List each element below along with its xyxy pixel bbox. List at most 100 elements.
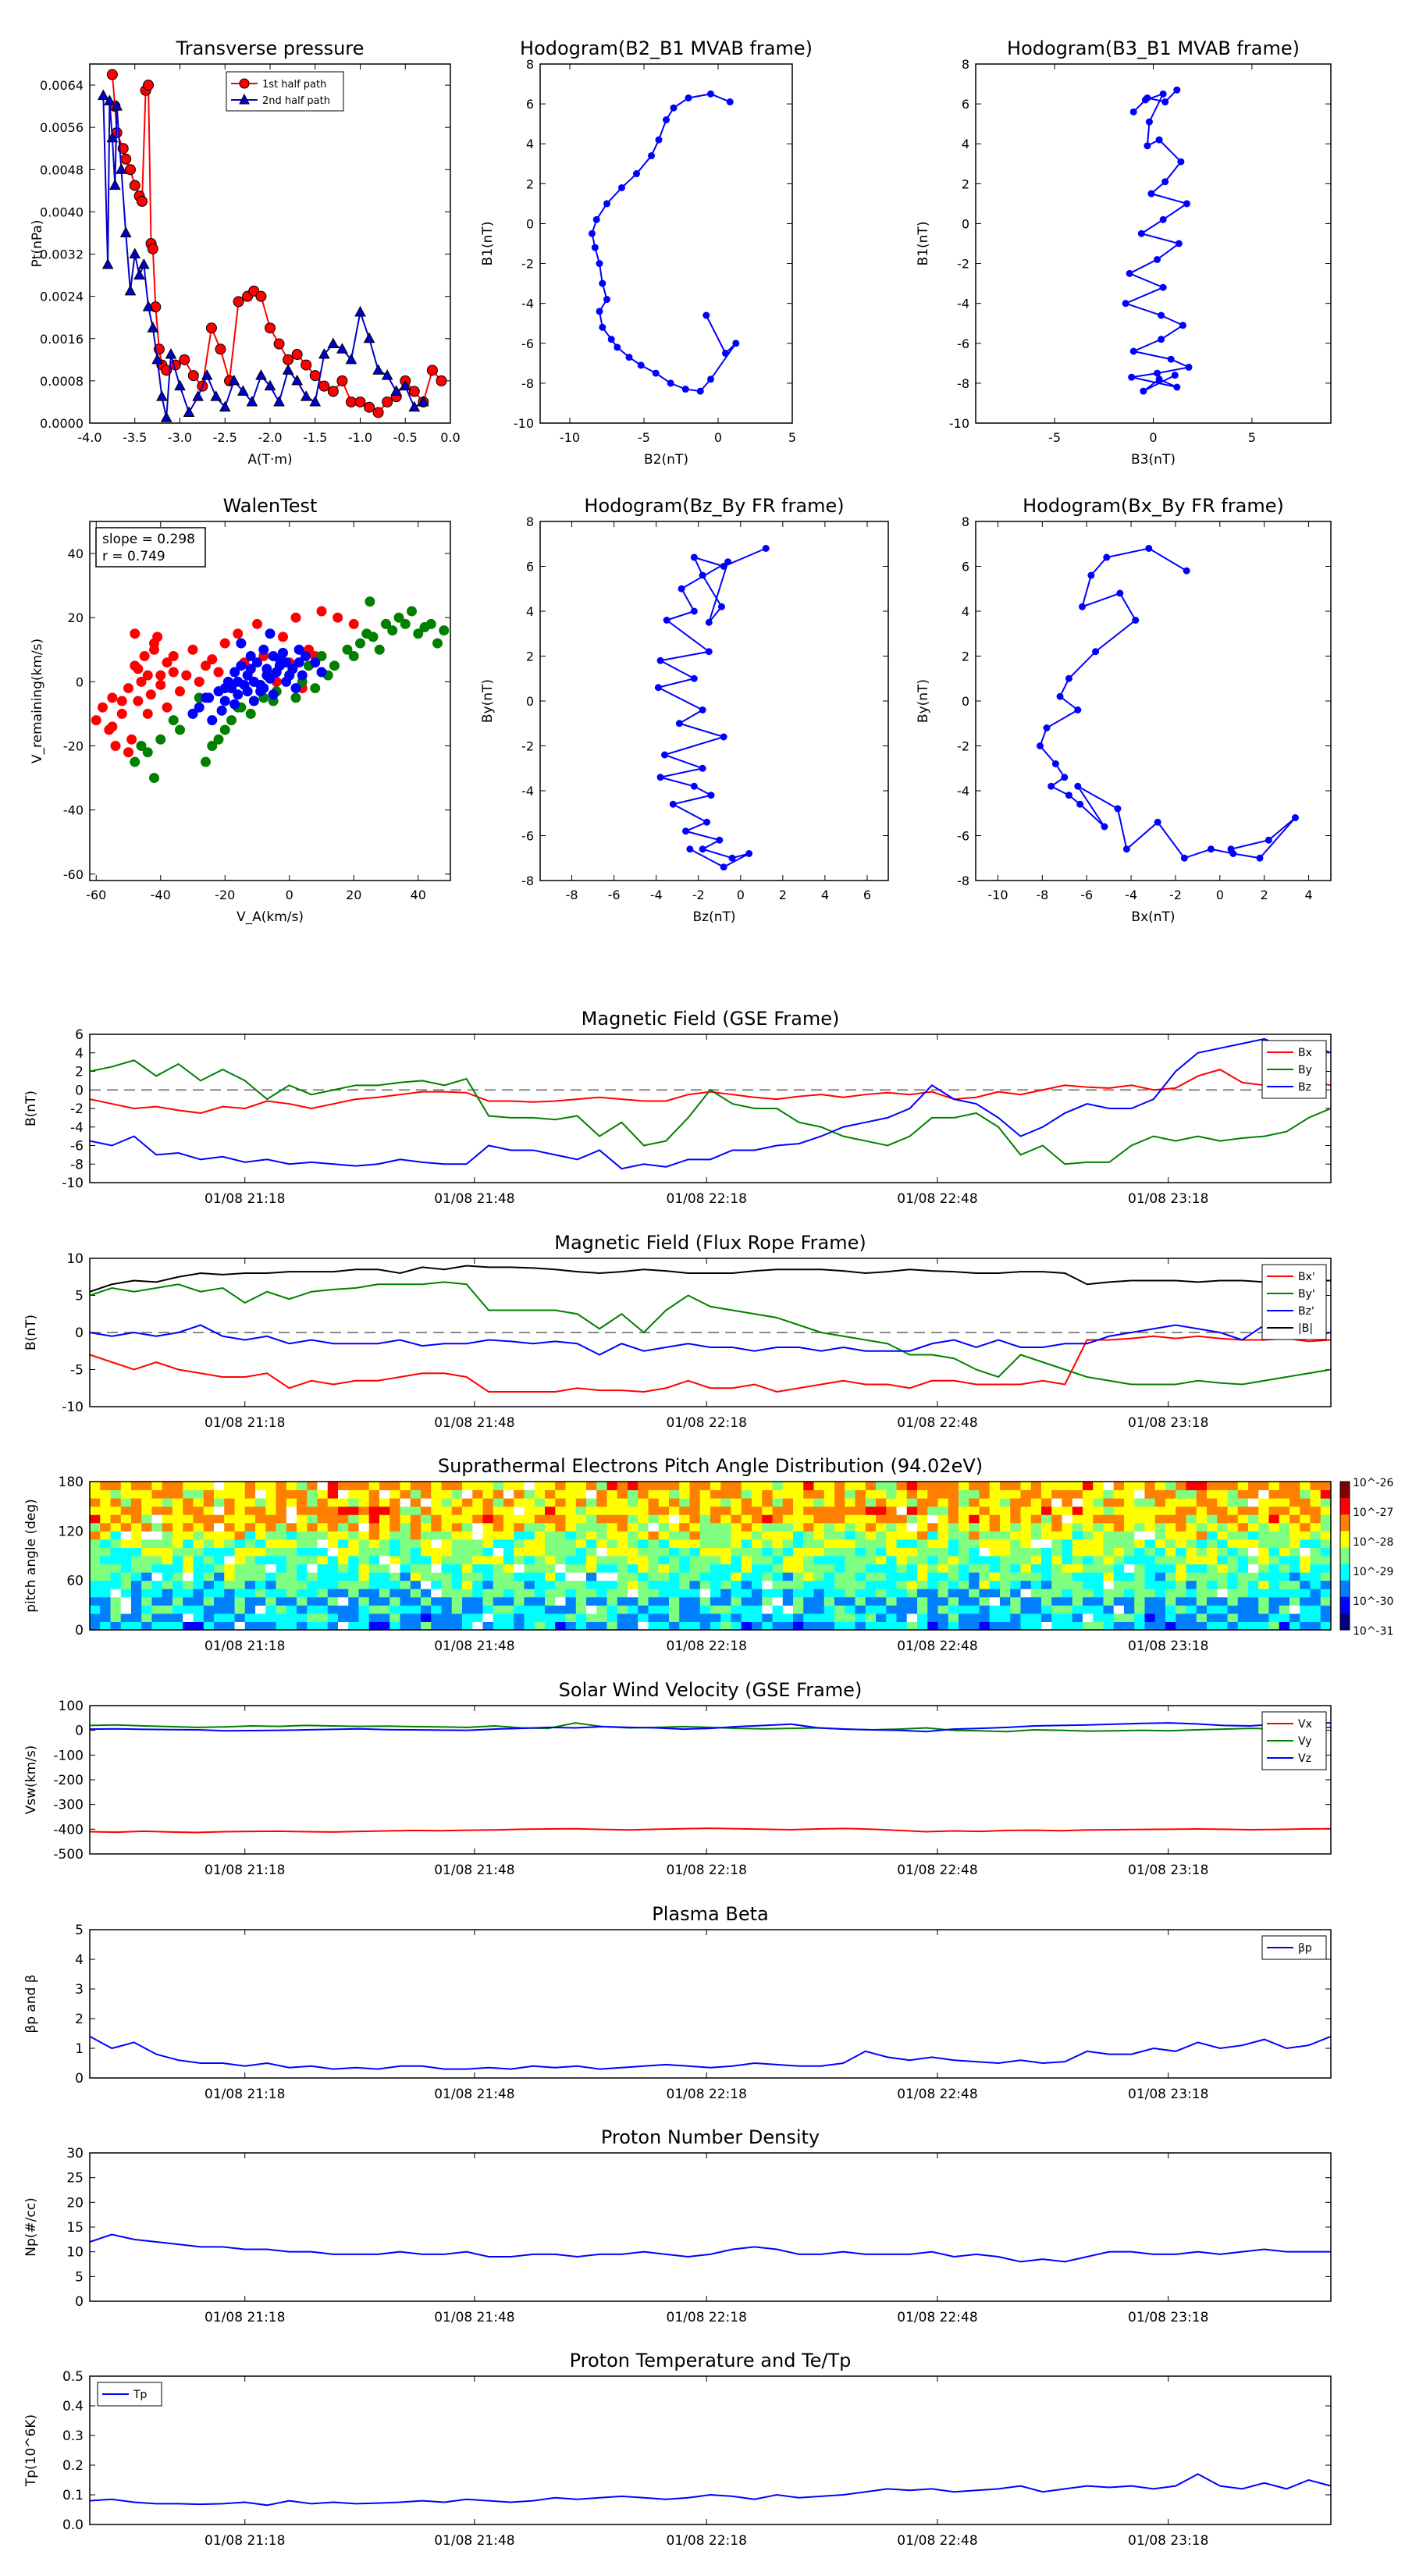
pad-cell xyxy=(162,1539,173,1548)
pad-cell xyxy=(699,1547,711,1557)
pad-cell xyxy=(1030,1531,1042,1540)
pad-cell xyxy=(720,1547,731,1557)
pad-cell xyxy=(162,1605,173,1614)
pad-cell xyxy=(741,1482,752,1491)
pad-cell xyxy=(813,1589,825,1598)
pad-cell xyxy=(338,1539,349,1548)
pad-cell xyxy=(876,1489,887,1499)
temp-ytick-label: 0.2 xyxy=(62,2458,84,2474)
temp-series-Tp xyxy=(89,2473,1332,2507)
pad-cell xyxy=(937,1522,949,1532)
pad-cell xyxy=(1072,1531,1083,1540)
pad-cell xyxy=(338,1522,349,1532)
pad-cell xyxy=(203,1596,215,1606)
h3-ytick-label: 4 xyxy=(526,604,534,619)
pad-cell xyxy=(710,1506,721,1515)
pad-cell xyxy=(1258,1596,1269,1606)
pad-cell xyxy=(823,1572,835,1582)
pad-cell xyxy=(617,1572,628,1582)
pad-cell xyxy=(886,1596,897,1606)
pad-cell xyxy=(959,1580,969,1589)
pad-cell xyxy=(1320,1605,1332,1614)
temp-time-label: 01/08 22:18 xyxy=(667,2533,747,2549)
pad-cell xyxy=(1134,1522,1145,1532)
mag_gse-series-Bz xyxy=(89,1037,1332,1170)
pad-cell xyxy=(1248,1547,1259,1557)
h1-point xyxy=(732,340,740,347)
pad-cell xyxy=(628,1564,638,1573)
walen-point-blue xyxy=(236,660,247,671)
pad-cell xyxy=(1041,1589,1052,1598)
pad-cell xyxy=(173,1572,183,1582)
pad-cell xyxy=(276,1514,287,1524)
pad-cell xyxy=(421,1613,432,1622)
pad-cell xyxy=(410,1621,422,1631)
pad-cell xyxy=(110,1556,122,1565)
pad-cell xyxy=(752,1539,763,1548)
pad-cell xyxy=(906,1596,918,1606)
pad-cell xyxy=(524,1482,535,1491)
pad-cell xyxy=(1020,1547,1032,1557)
pad-cell xyxy=(1289,1547,1300,1557)
pad-cell xyxy=(462,1564,473,1573)
pad-cell xyxy=(173,1621,183,1631)
walen-point-red xyxy=(233,628,244,639)
pad-cell xyxy=(1186,1489,1197,1499)
pad-cell xyxy=(1279,1621,1290,1631)
pad-cell xyxy=(503,1605,514,1614)
pad-cell xyxy=(1000,1539,1011,1548)
pad-cell xyxy=(679,1596,690,1606)
walen-point-blue xyxy=(265,628,276,639)
h4-point xyxy=(1048,782,1055,790)
pad-cell xyxy=(173,1605,183,1614)
pad-cell xyxy=(575,1613,587,1622)
pad-cell xyxy=(710,1522,721,1532)
pad-cell xyxy=(297,1572,308,1582)
pad-cell xyxy=(255,1547,266,1557)
pad-cell xyxy=(762,1522,773,1532)
pad-cell xyxy=(255,1596,266,1606)
pad-cell xyxy=(865,1556,877,1565)
pad-cell xyxy=(948,1605,959,1614)
pad-cell xyxy=(782,1556,794,1565)
pad-cell xyxy=(534,1564,546,1573)
h4-point xyxy=(1056,692,1064,700)
walen-point-green xyxy=(245,708,256,719)
pad-cell xyxy=(969,1531,980,1540)
pad-cell xyxy=(813,1613,825,1622)
pad-cell xyxy=(669,1605,680,1614)
pad-cell xyxy=(441,1613,453,1622)
pad-cell xyxy=(1062,1522,1073,1532)
pad-cell xyxy=(265,1531,276,1540)
pad-cell xyxy=(379,1589,390,1598)
pad-cell xyxy=(110,1506,122,1515)
pad-cell xyxy=(389,1531,400,1540)
pad-cell xyxy=(1310,1498,1321,1507)
vsw-series-Vy xyxy=(89,1722,1332,1733)
pad-cell xyxy=(1010,1613,1021,1622)
h1-trace xyxy=(591,93,737,393)
pad-cell xyxy=(141,1482,152,1491)
pad-cell xyxy=(917,1482,928,1491)
pad-cell xyxy=(379,1580,390,1589)
pad-cell xyxy=(948,1514,959,1524)
pad-cell xyxy=(410,1514,422,1524)
pad-cell xyxy=(524,1498,535,1507)
pad-cell xyxy=(90,1621,101,1631)
h2-point xyxy=(1140,387,1147,395)
pad-cell xyxy=(379,1556,390,1565)
pad-cell xyxy=(1072,1564,1083,1573)
h2-point xyxy=(1129,347,1137,355)
pad-cell xyxy=(886,1621,897,1631)
pt-point-first xyxy=(426,365,438,376)
pad-cell xyxy=(1248,1506,1259,1515)
pad-cell xyxy=(834,1522,845,1532)
pad-cell xyxy=(276,1506,287,1515)
pad-cell xyxy=(214,1580,225,1589)
pad-cell xyxy=(638,1539,649,1548)
h2-ytick-label: 0 xyxy=(962,216,969,231)
pad-cell xyxy=(752,1580,763,1589)
pad-cell xyxy=(141,1539,152,1548)
pad-cell xyxy=(669,1514,680,1524)
mag_gse-ytick-label: -4 xyxy=(70,1120,84,1136)
